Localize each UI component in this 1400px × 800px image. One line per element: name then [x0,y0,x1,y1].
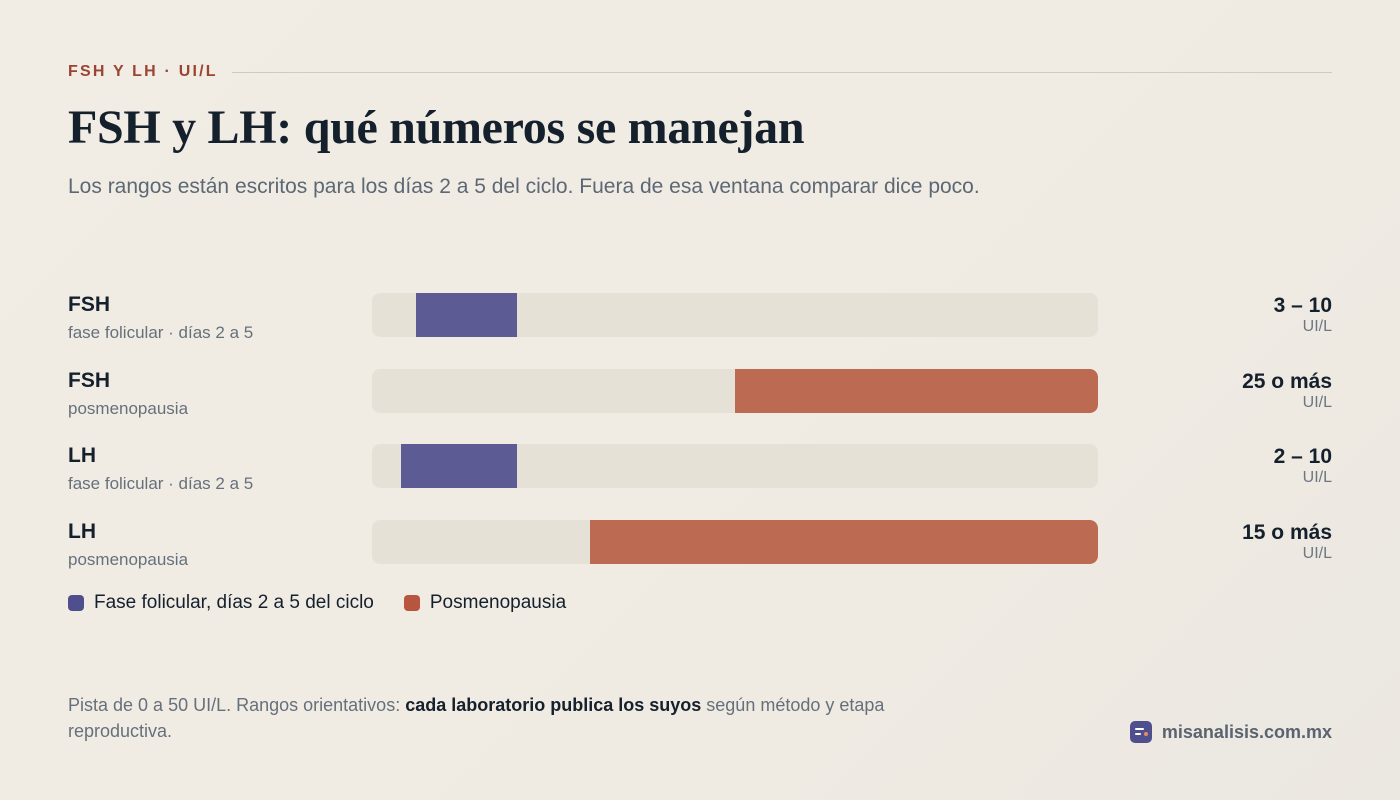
legend-label-folicular: Fase folicular, días 2 a 5 del ciclo [94,592,374,613]
footnote: Pista de 0 a 50 UI/L. Rangos orientativo… [68,692,908,744]
row-label: LH posmenopausia [68,520,358,570]
chart-row: LH fase folicular · días 2 a 5 2 – 10 UI/L [68,444,1332,504]
range-value-label: 15 o más [1242,521,1332,545]
row-value: 15 o más UI/L [1242,520,1332,563]
legend-swatch-folicular [68,595,84,611]
eyebrow: FSH Y LH · UI/L [68,63,218,80]
footnote-text-2: según método y etapa reproductiva. [68,695,885,741]
chart-row: FSH posmenopausia 25 o más UI/L [68,368,1332,429]
chart-row: FSH fase folicular · días 2 a 5 3 – 10 UI/L [68,293,1332,353]
row-hormone-name: LH [68,444,96,468]
range-unit-label: UI/L [1302,469,1332,487]
row-value: 3 – 10 UI/L [1274,293,1332,336]
row-label: FSH fase folicular · días 2 a 5 [68,293,358,343]
range-value-label: 2 – 10 [1273,445,1332,469]
brand-domain[interactable]: misanalisis.com.mx [1161,721,1332,742]
row-label: LH fase folicular · días 2 a 5 [68,444,358,494]
row-label: FSH posmenopausia [68,369,358,419]
range-value-label: 25 o más [1242,369,1332,393]
row-phase-label: posmenopausia [68,398,189,418]
row-phase-label: fase folicular · días 2 a 5 [68,323,254,342]
chart-lines-icon [1129,721,1152,743]
legend-item-folicular: Fase folicular, días 2 a 5 del ciclo [68,592,374,614]
range-track [372,520,1098,565]
range-bar-folicular [401,444,518,489]
range-track [372,444,1098,489]
range-bar-posmenopausia [589,520,1098,565]
row-phase-label: posmenopausia [68,550,189,570]
row-value: 25 o más UI/L [1242,369,1332,412]
chart-title: FSH y LH: qué números se manejan [68,101,805,154]
range-track [372,293,1098,337]
range-track [372,368,1098,413]
range-value-label: 3 – 10 [1273,294,1332,317]
range-unit-label: UI/L [1302,545,1332,563]
row-phase-label: fase folicular · días 2 a 5 [68,474,254,494]
legend: Fase folicular, días 2 a 5 del ciclo Pos… [68,592,596,614]
footnote-text-1: Pista de 0 a 50 UI/L. Rangos orientativo… [68,695,406,715]
legend-swatch-posmenopausia [403,595,420,611]
legend-item-posmenopausia: Posmenopausia [403,592,567,614]
range-unit-label: UI/L [1302,393,1332,411]
range-unit-label: UI/L [1302,318,1332,335]
legend-label-posmenopausia: Posmenopausia [429,592,567,613]
brand[interactable]: misanalisis.com.mx [1129,721,1332,743]
row-value: 2 – 10 UI/L [1274,444,1332,487]
chart-subtitle: Los rangos están escritos para los días … [68,175,980,198]
eyebrow-row: FSH Y LH · UI/L [68,63,1332,81]
row-hormone-name: FSH [68,368,110,392]
chart-row: LH posmenopausia 15 o más UI/L [68,520,1332,580]
range-bar-posmenopausia [735,368,1098,413]
row-hormone-name: LH [68,520,96,544]
footnote-emphasis: cada laboratorio publica los suyos [405,695,702,715]
row-hormone-name: FSH [68,293,110,316]
eyebrow-divider [231,71,1332,73]
range-bar-folicular [415,293,518,337]
